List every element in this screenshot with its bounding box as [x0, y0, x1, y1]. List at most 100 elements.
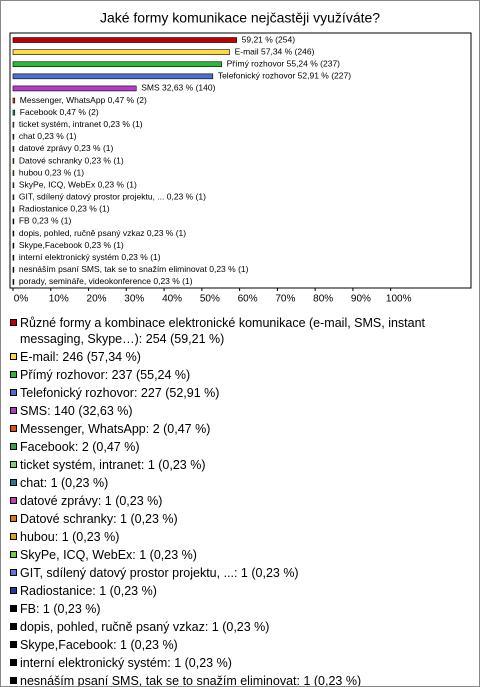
bar-label: ticket systém, intranet 0,23 % (1) — [19, 119, 143, 129]
legend-label: nesnáším psaní SMS, tak se to snažím eli… — [20, 674, 362, 687]
bar — [12, 109, 16, 116]
legend-item: Messenger, WhatsApp: 2 (0,47 %) — [9, 421, 449, 437]
legend-label: ticket systém, intranet: 1 (0,23 %) — [20, 458, 206, 472]
legend-label: chat: 1 (0,23 %) — [20, 476, 109, 490]
legend-item: E-mail: 246 (57,34 %) — [9, 349, 449, 365]
legend-item: Radiostanice: 1 (0,23 %) — [9, 583, 449, 599]
bar-label: Radiostanice 0,23 % (1) — [19, 204, 110, 214]
legend-item: hubou: 1 (0,23 %) — [9, 529, 449, 545]
bar — [12, 206, 15, 213]
legend-item: dopis, pohled, ručně psaný vzkaz: 1 (0,2… — [9, 619, 449, 635]
bar-label: Skype,Facebook 0,23 % (1) — [19, 240, 124, 250]
bar-label: E-mail 57,34 % (246) — [235, 46, 315, 56]
bar-label: Facebook 0,47 % (2) — [20, 107, 99, 117]
legend-item: Facebook: 2 (0,47 %) — [9, 439, 449, 455]
legend-label: SkyPe, ICQ, WebEx: 1 (0,23 %) — [20, 548, 197, 562]
bar-label: datové zprávy 0,23 % (1) — [19, 143, 114, 153]
bar — [12, 73, 214, 80]
x-tick-label: 80% — [313, 294, 333, 305]
chart-title: Jaké formy komunikace nejčastěji využívá… — [100, 10, 380, 26]
legend-item: datové zprávy: 1 (0,23 %) — [9, 493, 449, 509]
legend-swatch — [10, 587, 17, 594]
legend-item: Skype,Facebook: 1 (0,23 %) — [9, 637, 449, 653]
bar — [12, 49, 230, 55]
legend-item: chat: 1 (0,23 %) — [9, 475, 449, 491]
legend-label: interní elektronický systém: 1 (0,23 %) — [20, 656, 232, 670]
legend-swatch — [10, 641, 17, 648]
legend-label: dopis, pohled, ručně psaný vzkaz: 1 (0,2… — [20, 620, 270, 634]
legend-item: Datové schranky: 1 (0,23 %) — [9, 511, 449, 527]
bar — [12, 230, 15, 237]
bar-label: interní elektronický systém 0,23 % (1) — [19, 252, 161, 262]
plot-frame — [9, 32, 472, 289]
x-tick-label: 90% — [351, 294, 371, 305]
legend-swatch — [10, 425, 17, 432]
legend-label: hubou: 1 (0,23 %) — [20, 530, 120, 544]
bar — [12, 37, 237, 43]
legend-item: GIT, sdílený datový prostor projektu, ..… — [9, 565, 449, 581]
legend-swatch — [10, 461, 17, 468]
bar — [12, 218, 15, 225]
legend-swatch — [10, 443, 17, 450]
legend-item: interní elektronický systém: 1 (0,23 %) — [9, 655, 449, 671]
bar-label: dopis, pohled, ručně psaný vzkaz 0,23 % … — [19, 228, 186, 238]
legend-item: SkyPe, ICQ, WebEx: 1 (0,23 %) — [9, 547, 449, 563]
bar-label: Datové schranky 0,23 % (1) — [19, 155, 124, 165]
bar — [12, 170, 15, 176]
bar-label: FB 0,23 % (1) — [19, 216, 72, 226]
legend: Různé formy a kombinace elektronické kom… — [9, 315, 449, 687]
legend-item: Přímý rozhovor: 237 (55,24 %) — [9, 367, 449, 383]
bar-label: hubou 0,23 % (1) — [19, 167, 84, 177]
x-tick-label: 20% — [87, 294, 107, 305]
bar-label: Přímý rozhovor 55,24 % (237) — [227, 58, 341, 68]
legend-label: Skype,Facebook: 1 (0,23 %) — [20, 638, 178, 652]
legend-swatch — [10, 371, 17, 378]
legend-swatch — [10, 659, 17, 666]
bar — [12, 182, 15, 188]
legend-label: Různé formy a kombinace elektronické kom… — [20, 316, 426, 346]
legend-item: nesnáším psaní SMS, tak se to snažím eli… — [9, 673, 449, 687]
bar — [12, 61, 222, 68]
bar-label: nesnáším psaní SMS, tak se to snažím eli… — [19, 264, 249, 274]
legend-label: Telefonický rozhovor: 227 (52,91 %) — [20, 386, 220, 400]
legend-swatch — [10, 407, 17, 414]
legend-item: ticket systém, intranet: 1 (0,23 %) — [9, 457, 449, 473]
bar-label: SMS 32,63 % (140) — [141, 83, 215, 93]
legend-label: Přímý rozhovor: 237 (55,24 %) — [20, 368, 191, 382]
legend-swatch — [10, 551, 17, 558]
bar-label: chat 0,23 % (1) — [19, 131, 77, 141]
legend-label: E-mail: 246 (57,34 %) — [20, 350, 141, 364]
legend-swatch — [10, 515, 17, 522]
legend-swatch — [10, 319, 17, 326]
legend-swatch — [10, 389, 17, 396]
legend-swatch — [10, 497, 17, 504]
bar — [12, 97, 16, 104]
bar-label: GIT, sdílený datový prostor projektu, ..… — [19, 192, 206, 202]
legend-swatch — [10, 533, 17, 540]
legend-item: SMS: 140 (32,63 %) — [9, 403, 449, 419]
legend-item: Telefonický rozhovor: 227 (52,91 %) — [9, 385, 449, 401]
x-tick-label: 10% — [49, 294, 69, 305]
legend-label: datové zprávy: 1 (0,23 %) — [20, 494, 163, 508]
legend-swatch — [10, 479, 17, 486]
bar-label: Telefonický rozhovor 52,91 % (227) — [218, 71, 351, 81]
bar — [12, 254, 15, 261]
legend-label: Datové schranky: 1 (0,23 %) — [20, 512, 178, 526]
x-tick-label: 100% — [386, 294, 412, 305]
bar — [12, 85, 137, 92]
legend-label: FB: 1 (0,23 %) — [20, 602, 101, 616]
bar-label: 59,21 % (254) — [242, 34, 296, 44]
legend-item: FB: 1 (0,23 %) — [9, 601, 449, 617]
legend-swatch — [10, 605, 17, 612]
legend-label: Facebook: 2 (0,47 %) — [20, 440, 140, 454]
bar — [12, 158, 15, 164]
legend-swatch — [10, 353, 17, 360]
legend-label: Messenger, WhatsApp: 2 (0,47 %) — [20, 422, 211, 436]
legend-label: Radiostanice: 1 (0,23 %) — [20, 584, 157, 598]
bar — [12, 134, 15, 140]
bar-label: Messenger, WhatsApp 0,47 % (2) — [20, 95, 147, 105]
legend-swatch — [10, 677, 17, 684]
x-tick-label: 50% — [200, 294, 220, 305]
x-tick-label: 70% — [275, 294, 295, 305]
